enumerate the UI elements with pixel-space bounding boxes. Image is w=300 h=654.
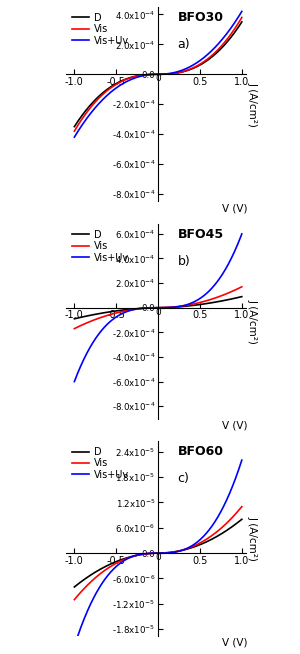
Vis [148, 549, 152, 557]
Text: V (V): V (V) [222, 421, 248, 430]
Vis+Uv [171, 69, 175, 77]
Text: 0: 0 [155, 75, 161, 83]
Vis+Uv [116, 312, 119, 320]
Vis [184, 545, 188, 553]
Text: a): a) [178, 38, 190, 51]
Vis [148, 71, 152, 78]
D [116, 307, 119, 315]
Line: Vis: Vis [74, 18, 242, 131]
Vis+Uv [116, 83, 119, 91]
Vis [102, 313, 106, 320]
Text: BFO45: BFO45 [178, 228, 224, 241]
Line: Vis: Vis [74, 287, 242, 329]
D [73, 583, 76, 591]
Text: c): c) [178, 472, 190, 485]
Vis [73, 325, 76, 333]
Vis+Uv [102, 577, 106, 585]
Vis [199, 60, 202, 68]
Line: Vis: Vis [74, 507, 242, 600]
Vis+Uv [171, 549, 175, 557]
Text: BFO30: BFO30 [178, 11, 224, 24]
Vis [240, 283, 244, 291]
Legend: D, Vis, Vis+Uv: D, Vis, Vis+Uv [71, 446, 130, 481]
Vis [116, 309, 119, 317]
Vis+Uv [184, 545, 188, 553]
Vis [102, 567, 106, 575]
Line: Vis+Uv: Vis+Uv [74, 460, 242, 646]
D [199, 301, 202, 309]
Vis+Uv [184, 65, 188, 73]
Line: D: D [74, 22, 242, 127]
Text: 0: 0 [155, 308, 161, 317]
Vis [73, 596, 76, 604]
Vis+Uv [73, 133, 76, 141]
Vis [116, 559, 119, 566]
Vis [171, 69, 175, 77]
D [73, 315, 76, 322]
Text: BFO60: BFO60 [178, 445, 224, 458]
Vis+Uv [240, 456, 244, 464]
Line: Vis+Uv: Vis+Uv [74, 234, 242, 381]
Vis [199, 539, 202, 547]
Text: J (A/cm²): J (A/cm²) [248, 82, 258, 127]
D [102, 563, 106, 571]
Legend: D, Vis, Vis+Uv: D, Vis, Vis+Uv [71, 12, 130, 46]
D [171, 69, 175, 77]
Vis+Uv [148, 549, 152, 557]
Vis+Uv [148, 71, 152, 78]
Vis+Uv [240, 7, 244, 15]
Vis+Uv [240, 230, 244, 238]
Vis [240, 14, 244, 22]
Line: D: D [74, 297, 242, 318]
Vis+Uv [73, 642, 76, 650]
D [171, 303, 175, 311]
Vis+Uv [199, 56, 202, 64]
D [102, 88, 106, 95]
D [199, 541, 202, 549]
D [148, 304, 152, 312]
D [73, 123, 76, 131]
D [184, 545, 188, 553]
D [199, 61, 202, 69]
Vis+Uv [148, 304, 152, 312]
D [184, 67, 188, 75]
D [171, 548, 175, 556]
D [148, 71, 152, 78]
Vis+Uv [116, 562, 119, 570]
D [240, 18, 244, 26]
Legend: D, Vis, Vis+Uv: D, Vis, Vis+Uv [71, 229, 130, 264]
Vis+Uv [171, 303, 175, 311]
Vis [240, 503, 244, 511]
Vis+Uv [102, 324, 106, 332]
Text: 0: 0 [155, 553, 161, 562]
Vis [73, 127, 76, 135]
D [102, 309, 106, 317]
Text: V (V): V (V) [222, 638, 248, 647]
Vis [199, 298, 202, 306]
Text: J (A/cm²): J (A/cm²) [248, 516, 258, 560]
Vis [184, 67, 188, 75]
D [184, 302, 188, 310]
Line: Vis+Uv: Vis+Uv [74, 11, 242, 137]
Vis [184, 301, 188, 309]
D [116, 79, 119, 87]
Vis [148, 304, 152, 312]
Text: V (V): V (V) [222, 203, 248, 213]
Text: b): b) [178, 255, 190, 268]
Vis [171, 548, 175, 556]
Vis [116, 80, 119, 88]
D [240, 293, 244, 301]
Vis+Uv [102, 94, 106, 102]
Vis+Uv [184, 301, 188, 309]
Vis [171, 303, 175, 311]
D [240, 515, 244, 523]
Vis+Uv [199, 294, 202, 302]
Vis [102, 90, 106, 97]
D [116, 557, 119, 565]
D [148, 549, 152, 557]
Vis+Uv [73, 377, 76, 385]
Text: J (A/cm²): J (A/cm²) [248, 299, 258, 344]
Vis+Uv [199, 536, 202, 543]
Line: D: D [74, 519, 242, 587]
